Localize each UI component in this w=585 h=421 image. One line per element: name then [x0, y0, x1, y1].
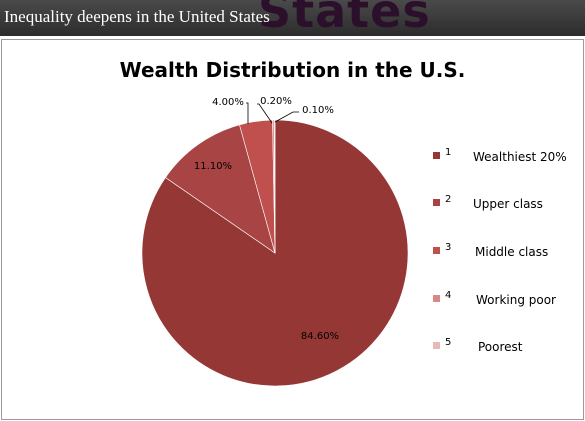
legend-label: Upper class: [473, 197, 543, 211]
legend-label: Poorest: [478, 340, 523, 354]
legend-swatch: [433, 199, 440, 206]
legend-swatch: [433, 295, 440, 302]
pie-slice-2: [165, 124, 276, 254]
legend-swatch: [433, 152, 440, 159]
legend-label: Middle class: [475, 245, 549, 259]
header-background-word: States: [258, 0, 431, 36]
chart-title: Wealth Distribution in the U.S.: [119, 58, 466, 82]
leader-line-5: [274, 111, 299, 123]
chart-frame: Wealth Distribution in the U.S. 84.60% 11…: [1, 39, 584, 420]
pie-slice-5: [273, 119, 276, 254]
data-label-1: 84.60%: [301, 331, 339, 342]
legend-number: 4: [445, 290, 452, 301]
legend-swatch: [433, 247, 440, 254]
legend-number: 1: [445, 147, 452, 158]
leader-line-4: [257, 103, 273, 124]
data-label-5: 0.10%: [302, 105, 334, 116]
data-label-4: 0.20%: [260, 96, 292, 107]
legend-label: Wealthiest 20%: [473, 150, 567, 164]
legend-swatch: [433, 342, 440, 349]
legend-label: Working poor: [476, 293, 556, 307]
legend-number: 3: [445, 242, 452, 253]
page-title: Inequality deepens in the United States: [4, 7, 270, 26]
legend-number: 5: [445, 337, 452, 348]
pie-chart: 84.60% 11.10% 4.00% 0.20% 0.10%: [141, 96, 409, 387]
data-label-3: 4.00%: [212, 97, 244, 108]
leader-line-3: [246, 102, 249, 124]
header-bar: States Inequality deepens in the United …: [0, 0, 585, 36]
legend-number: 2: [445, 194, 452, 205]
data-label-2: 11.10%: [194, 161, 232, 172]
